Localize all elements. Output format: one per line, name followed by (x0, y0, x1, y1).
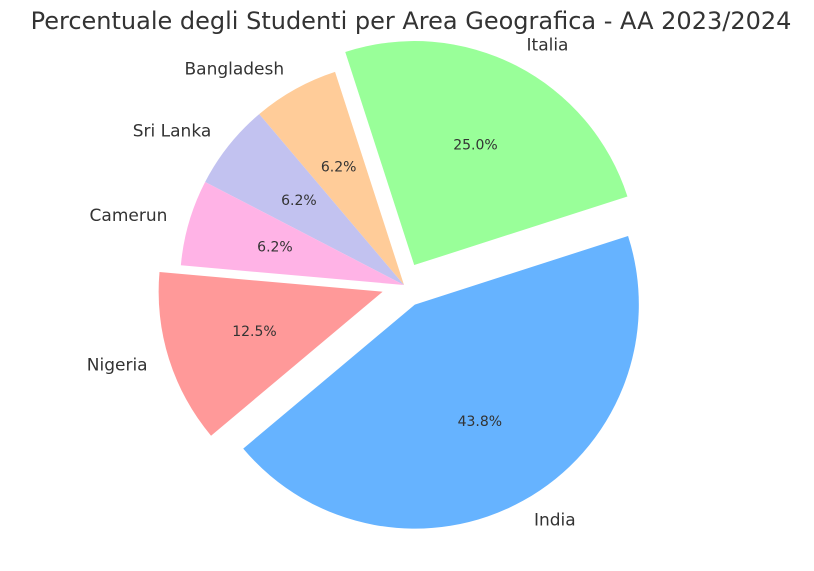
slice-percent-label: 25.0% (453, 137, 497, 153)
slice-label: Bangladesh (184, 60, 284, 80)
slice-percent-label: 43.8% (458, 414, 502, 430)
slice-label: Italia (527, 36, 569, 56)
pie-slice-nigeria (158, 272, 383, 436)
slice-label: India (534, 510, 576, 530)
slice-percent-label: 12.5% (232, 324, 276, 340)
slice-label: Camerun (90, 206, 168, 226)
pie-slice-camerun (180, 181, 404, 285)
chart-title: Percentuale degli Studenti per Area Geog… (31, 7, 792, 35)
slice-percent-label: 6.2% (281, 193, 317, 209)
slice-percent-label: 6.2% (321, 160, 357, 176)
slice-percent-label: 6.2% (257, 239, 293, 255)
pie-slice-bangladesh (259, 71, 404, 285)
pie-slice-sri-lanka (205, 114, 404, 285)
slice-label: Sri Lanka (133, 121, 212, 141)
pie-slice-india (243, 235, 639, 529)
slice-label: Nigeria (87, 356, 148, 376)
pie-slice-italia (345, 41, 628, 266)
pie-labels: India 43.8% Italia 25.0% Bangladesh 6.2% Sri L… (87, 36, 576, 531)
pie-slices (158, 41, 639, 529)
